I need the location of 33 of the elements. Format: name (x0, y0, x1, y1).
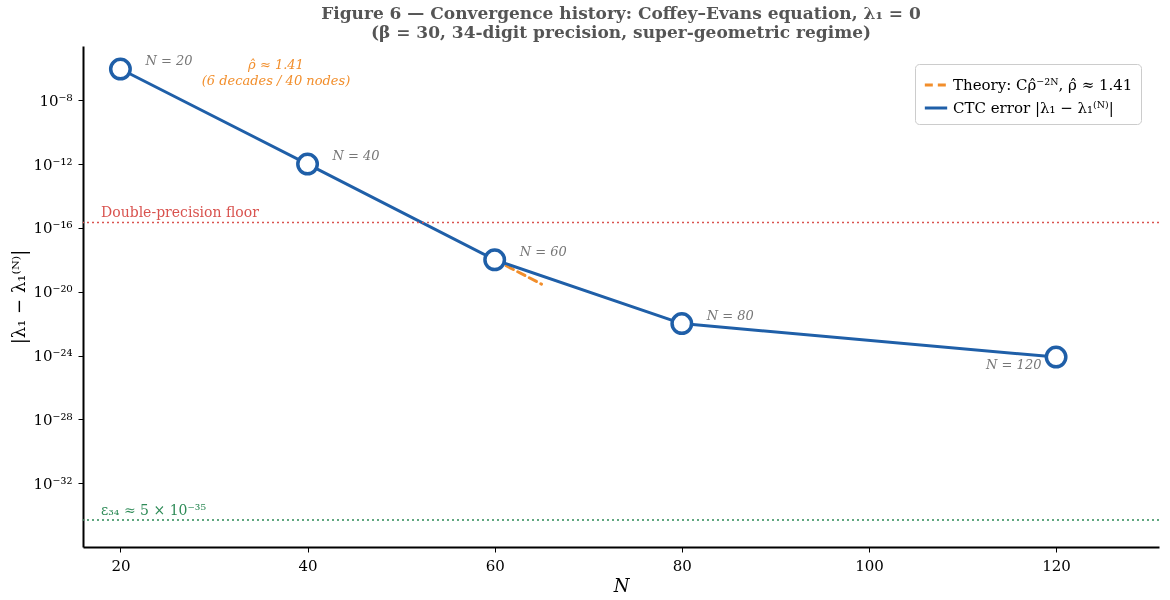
y-tick-label: 10⁻¹⁶ (33, 219, 73, 238)
annotation: ρ̂ ≈ 1.41 (247, 56, 304, 72)
point (670, 312, 694, 336)
ref-line-label: ε₃₄ ≈ 5 × 10⁻³⁵ (101, 501, 207, 518)
x-tick-label: 100 (855, 556, 884, 575)
point (296, 152, 320, 176)
y-tick-label: 10⁻⁸ (39, 91, 73, 110)
point (483, 248, 507, 272)
annotation: N = 120 (985, 357, 1042, 373)
chart-subtitle: (β = 30, 34-digit precision, super-geometric regime) (370, 22, 872, 42)
chart-title: Figure 6 — Convergence history: Coffey–Evans equation, λ₁ = 0 (321, 3, 922, 23)
x-tick-label: 80 (672, 556, 692, 575)
y-axis-title: |λ₁ − λ₁⁽ᴺ⁾| (8, 249, 31, 345)
point (1044, 345, 1068, 369)
legend-label: Theory: Cρ̂⁻²ᴺ, ρ̂ ≈ 1.41 (953, 76, 1133, 94)
legend-label: CTC error |λ₁ − λ₁⁽ᴺ⁾| (953, 99, 1114, 117)
x-tick-label: 20 (111, 556, 131, 575)
y-tick-label: 10⁻³² (33, 474, 73, 493)
y-tick-label: 10⁻²⁸ (33, 410, 73, 429)
annotation: N = 20 (144, 53, 193, 69)
y-tick-label: 10⁻¹² (33, 155, 73, 174)
x-axis-title: N (612, 574, 631, 596)
ref-line-label: Double-precision floor (101, 204, 260, 221)
annotation: (6 decades / 40 nodes) (201, 72, 351, 88)
x-tick-label: 60 (485, 556, 505, 575)
point (108, 57, 132, 81)
x-tick-label: 120 (1042, 556, 1071, 575)
annotation: N = 80 (705, 307, 754, 323)
annotation: N = 60 (518, 243, 567, 259)
y-tick-label: 10⁻²⁰ (33, 283, 73, 302)
x-tick-label: 40 (298, 556, 318, 575)
annotation: N = 40 (331, 148, 380, 164)
y-tick-label: 10⁻²⁴ (33, 347, 73, 366)
